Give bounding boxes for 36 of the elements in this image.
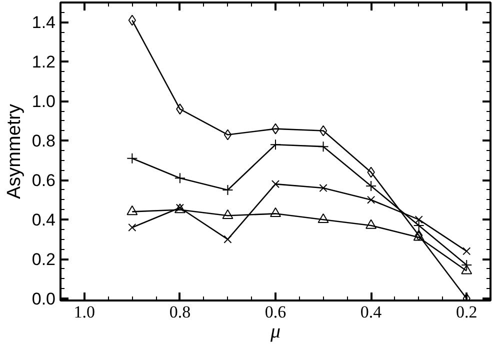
point [224,235,232,244]
y-tick-label: 1.0 [32,92,56,112]
point [319,184,328,192]
point [270,139,281,150]
x-tick-label: 1.0 [74,302,96,322]
y-tick-label: 1.4 [32,13,56,32]
point [366,219,377,229]
x-tick-label: 0.2 [456,302,478,322]
point [318,141,329,152]
point [174,172,186,184]
point [271,180,280,188]
point [367,196,376,204]
point [318,213,329,223]
point [126,152,138,164]
x-tick-label: 0.8 [169,302,191,322]
point [270,207,281,218]
point [366,180,377,192]
y-tick-label: 0.8 [32,132,56,151]
x-tick-label: 0.6 [264,302,286,322]
point [128,223,136,232]
y-tick-label: 0.0 [32,290,56,309]
x-axis-title: μ [269,320,281,342]
point [224,129,232,140]
point [126,205,138,216]
y-tick-label: 0.6 [32,171,56,190]
y-axis-title: Asymmetry [4,104,25,199]
point [319,125,328,136]
point [462,247,471,256]
point [461,264,472,274]
point [222,209,234,220]
y-tick-label: 0.4 [32,210,56,230]
y-tick-label: 0.2 [32,250,56,270]
y-tick-label: 1.2 [32,52,56,72]
point [413,231,424,241]
x-tick-label: 0.4 [360,302,382,322]
point [222,184,234,196]
